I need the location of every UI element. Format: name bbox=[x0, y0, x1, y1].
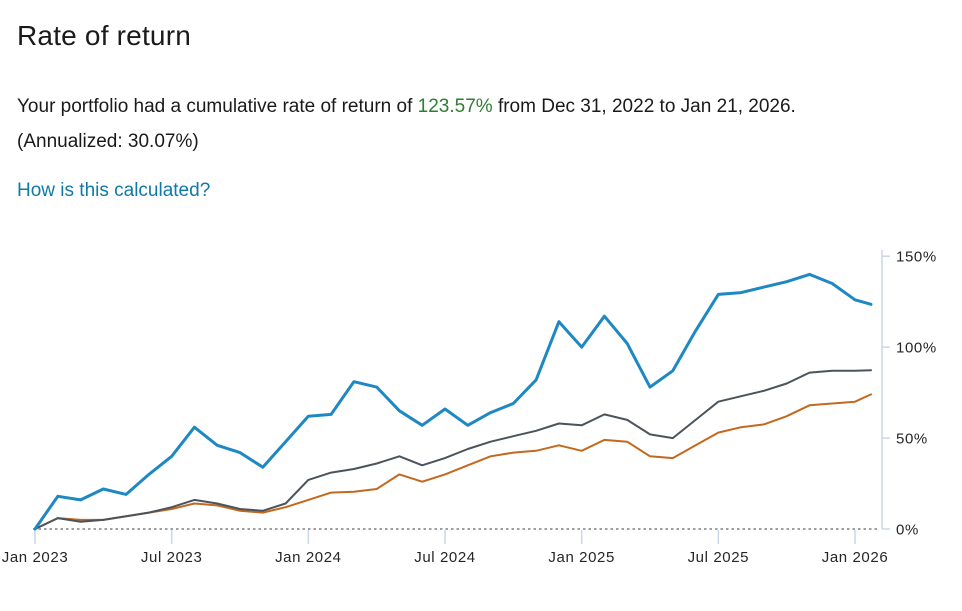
y-axis-label: 50% bbox=[896, 431, 928, 448]
return-percentage-value: 123.57% bbox=[417, 96, 493, 117]
y-axis-label: 100% bbox=[896, 340, 937, 357]
x-axis-label: Jul 2023 bbox=[141, 549, 203, 566]
chart-area: 0% 50% 100% 150% Jan 2023 Jul 2023 Jan 2024 Jul… bbox=[0, 240, 962, 611]
y-axis-label: 150% bbox=[896, 249, 937, 266]
series-line-series-orange[interactable] bbox=[34, 393, 872, 530]
x-axis-label: Jul 2025 bbox=[688, 549, 750, 566]
summary-text: Your portfolio had a cumulative rate of … bbox=[17, 89, 867, 159]
summary-prefix: Your portfolio had a cumulative rate of … bbox=[17, 96, 418, 117]
series-line-series-gray[interactable] bbox=[34, 369, 872, 530]
x-axis-label: Jan 2025 bbox=[548, 549, 615, 566]
rate-of-return-page: Rate of return Your portfolio had a cumu… bbox=[0, 0, 962, 202]
x-axis-label: Jan 2023 bbox=[2, 549, 69, 566]
rate-of-return-chart[interactable]: 0% 50% 100% 150% Jan 2023 Jul 2023 Jan 2024 Jul… bbox=[0, 240, 962, 611]
x-axis-label: Jul 2024 bbox=[414, 549, 476, 566]
x-axis-label: Jan 2026 bbox=[822, 549, 889, 566]
how-is-this-calculated-link[interactable]: How is this calculated? bbox=[17, 180, 211, 201]
x-axis-label: Jan 2024 bbox=[275, 549, 342, 566]
y-axis-label: 0% bbox=[896, 522, 919, 539]
summary-suffix: from Dec 31, 2022 to Jan 21, 2026. (Annu… bbox=[17, 96, 796, 152]
page-title: Rate of return bbox=[17, 20, 191, 51]
series-line-portfolio[interactable] bbox=[33, 272, 873, 531]
